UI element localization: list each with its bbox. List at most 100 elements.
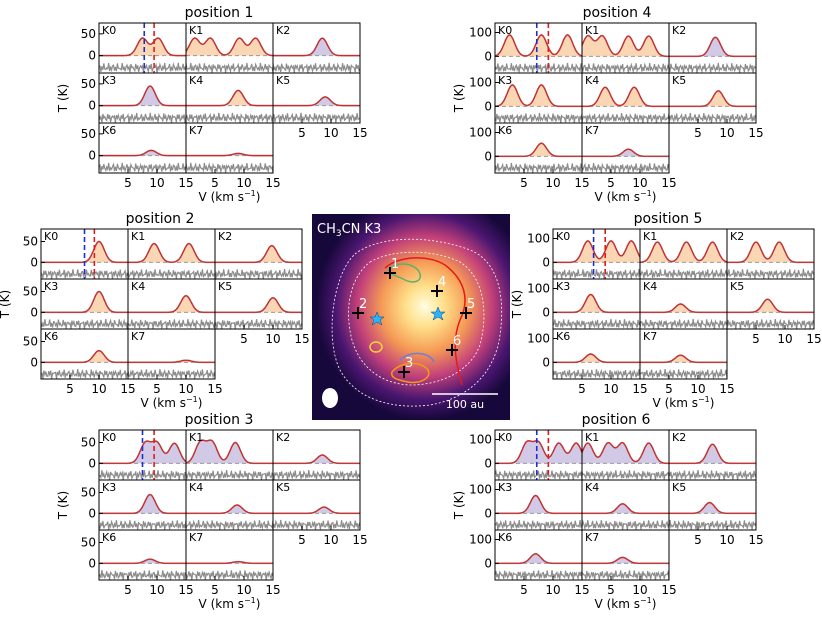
ytick-label: 0: [542, 255, 550, 269]
subpanel-K4: K4: [185, 72, 274, 124]
fit-curve: [41, 290, 128, 313]
fit-curve: [495, 494, 582, 514]
residual-spectrum: [40, 318, 129, 329]
subpanel-K5: K5 5 10 15: [726, 278, 822, 346]
residual-spectrum: [98, 162, 187, 174]
subpanel-label: K2: [672, 431, 686, 444]
xtick-label: 15: [748, 533, 763, 547]
residual-spectrum: [668, 519, 757, 530]
ytick-label: 50: [81, 536, 96, 550]
ytick-label: 0: [88, 149, 96, 163]
fit-curve: [128, 359, 215, 363]
ytick-label: 100: [527, 232, 550, 246]
xtick-label: 5: [520, 583, 528, 597]
subpanel-frame: [272, 72, 361, 124]
residual-spectrum: [98, 112, 187, 123]
xtick-label: 10: [719, 533, 734, 547]
panel-title: position 3: [185, 412, 254, 428]
subpanel-K4: K4: [581, 479, 670, 531]
residual-spectrum: [581, 112, 670, 124]
residual-spectrum: [494, 570, 583, 581]
position-6-group: position 6 K0 0 100 K1 K2 K3 0 100 K4 K5 5 10 15 K6 0 10…: [452, 412, 764, 611]
subpanel-K5: K5 5 10 15: [214, 278, 310, 346]
subpanel-label: K2: [276, 431, 290, 444]
fit-curve: [186, 504, 273, 514]
ytick-label: 50: [23, 235, 38, 249]
marker-label: 4: [438, 275, 446, 290]
fit-curve: [99, 558, 186, 564]
panel-title: position 4: [583, 5, 652, 21]
subpanel-K3: K3 0 50: [81, 72, 187, 124]
panel-title: position 2: [126, 211, 195, 227]
subpanel-K1: K1: [581, 429, 670, 481]
fit-curve: [495, 440, 583, 464]
subpanel-label: K4: [189, 74, 203, 87]
model-fill: [640, 355, 727, 363]
ytick-label: 0: [542, 305, 550, 319]
fit-curve: [186, 89, 273, 107]
subpanel-K0: K0 0 50: [23, 228, 129, 280]
fit-curve: [273, 454, 360, 464]
panel-title: position 6: [582, 412, 651, 428]
residual-spectrum: [581, 569, 670, 581]
green-contour: [387, 263, 422, 283]
x-axis-label: V (km s−1): [595, 596, 657, 611]
model-fill: [99, 38, 186, 56]
model-fill: [186, 90, 273, 106]
ytick-label: 0: [88, 456, 96, 470]
subpanel-K0: K0 0 100: [527, 228, 641, 280]
subpanel-K0: K0 0 100: [469, 22, 583, 74]
model-fill: [495, 553, 582, 564]
fit-curve: [273, 96, 360, 107]
fit-curve: [640, 303, 727, 313]
ytick-label: 0: [542, 355, 550, 369]
fit-curve: [99, 85, 186, 107]
model-fill: [99, 86, 186, 106]
ytick-label: 100: [527, 282, 550, 296]
panel-title: position 1: [185, 5, 254, 21]
residual-spectrum: [185, 569, 274, 581]
subpanel-label: K2: [276, 24, 290, 37]
residual-spectrum: [127, 268, 216, 279]
subpanel-label: K3: [498, 74, 512, 87]
ytick-label: 50: [23, 335, 38, 349]
xtick-label: 15: [178, 583, 193, 597]
ch3cn-k3-map: 100 au CH3CN K3 1 2 3 4 5 6: [312, 214, 510, 420]
yellow-contour: [369, 341, 383, 353]
ytick-label: 50: [23, 285, 38, 299]
scalebar-label: 100 au: [446, 398, 484, 411]
subpanel-frame: [127, 328, 216, 380]
subpanel-K7: K7 5 10 15: [185, 529, 281, 597]
subpanel-K2: K2: [726, 228, 815, 280]
model-fill: [215, 245, 302, 263]
subpanel-K1: K1: [185, 429, 274, 481]
subpanel-label: K6: [102, 124, 116, 137]
subpanel-K4: K4: [581, 72, 670, 124]
residual-spectrum: [581, 519, 670, 531]
subpanel-frame: [581, 122, 670, 174]
subpanel-K7: K7 5 10 15: [581, 122, 677, 190]
fit-curve: [553, 240, 641, 263]
subpanel-label: K1: [643, 230, 657, 243]
subpanel-label: K3: [556, 280, 570, 293]
orange-contour: [390, 362, 430, 384]
residual-spectrum: [40, 369, 129, 380]
fit-curve: [185, 439, 273, 464]
fit-curve: [99, 440, 187, 464]
position-5-group: position 5 K0 0 100 K1 K2 K3 0 100 K4 K5 5 10 15 K6 0 10…: [510, 211, 822, 410]
xtick-label: 5: [578, 382, 586, 396]
residual-spectrum: [581, 470, 670, 481]
residual-spectrum: [272, 112, 360, 124]
residual-spectrum: [639, 268, 728, 279]
subpanel-K4: K4: [127, 278, 216, 330]
map-title: CH3CN K3: [317, 222, 381, 239]
xtick-label: 15: [632, 382, 647, 396]
subpanel-label: K6: [102, 531, 116, 544]
marker-6: 6: [446, 334, 461, 356]
xtick-label: 10: [545, 583, 560, 597]
model-fill: [582, 503, 669, 514]
xtick-label: 10: [632, 176, 647, 190]
residual-spectrum: [639, 318, 728, 330]
